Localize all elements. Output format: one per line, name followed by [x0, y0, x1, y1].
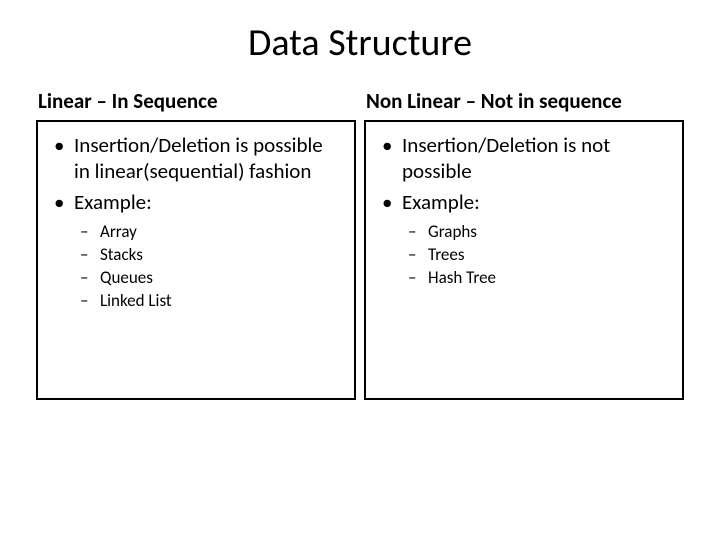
list-item: Queues [74, 267, 342, 290]
left-column: Linear – In Sequence Insertion/Deletion … [36, 88, 356, 400]
list-item: Linked List [74, 290, 342, 313]
slide-title: Data Structure [36, 20, 684, 66]
list-item: Hash Tree [402, 267, 670, 290]
right-box: Insertion/Deletion is not possible Examp… [364, 120, 684, 400]
list-item: Array [74, 221, 342, 244]
left-heading: Linear – In Sequence [36, 88, 356, 114]
left-bullets: Insertion/Deletion is possible in linear… [50, 132, 342, 313]
left-subbullets: Array Stacks Queues Linked List [74, 221, 342, 313]
list-item: Example: Graphs Trees Hash Tree [378, 189, 670, 290]
left-box: Insertion/Deletion is possible in linear… [36, 120, 356, 400]
list-item: Example: Array Stacks Queues Linked List [50, 189, 342, 313]
slide: Data Structure Linear – In Sequence Inse… [0, 0, 720, 540]
bullet-text: Example: [74, 189, 152, 215]
right-column: Non Linear – Not in sequence Insertion/D… [364, 88, 684, 400]
right-bullets: Insertion/Deletion is not possible Examp… [378, 132, 670, 290]
right-heading: Non Linear – Not in sequence [364, 88, 684, 114]
right-subbullets: Graphs Trees Hash Tree [402, 221, 670, 290]
list-item: Insertion/Deletion is possible in linear… [50, 132, 342, 185]
list-item: Insertion/Deletion is not possible [378, 132, 670, 185]
list-item: Graphs [402, 221, 670, 244]
columns-wrapper: Linear – In Sequence Insertion/Deletion … [36, 88, 684, 400]
list-item: Trees [402, 244, 670, 267]
bullet-text: Example: [402, 189, 480, 215]
list-item: Stacks [74, 244, 342, 267]
